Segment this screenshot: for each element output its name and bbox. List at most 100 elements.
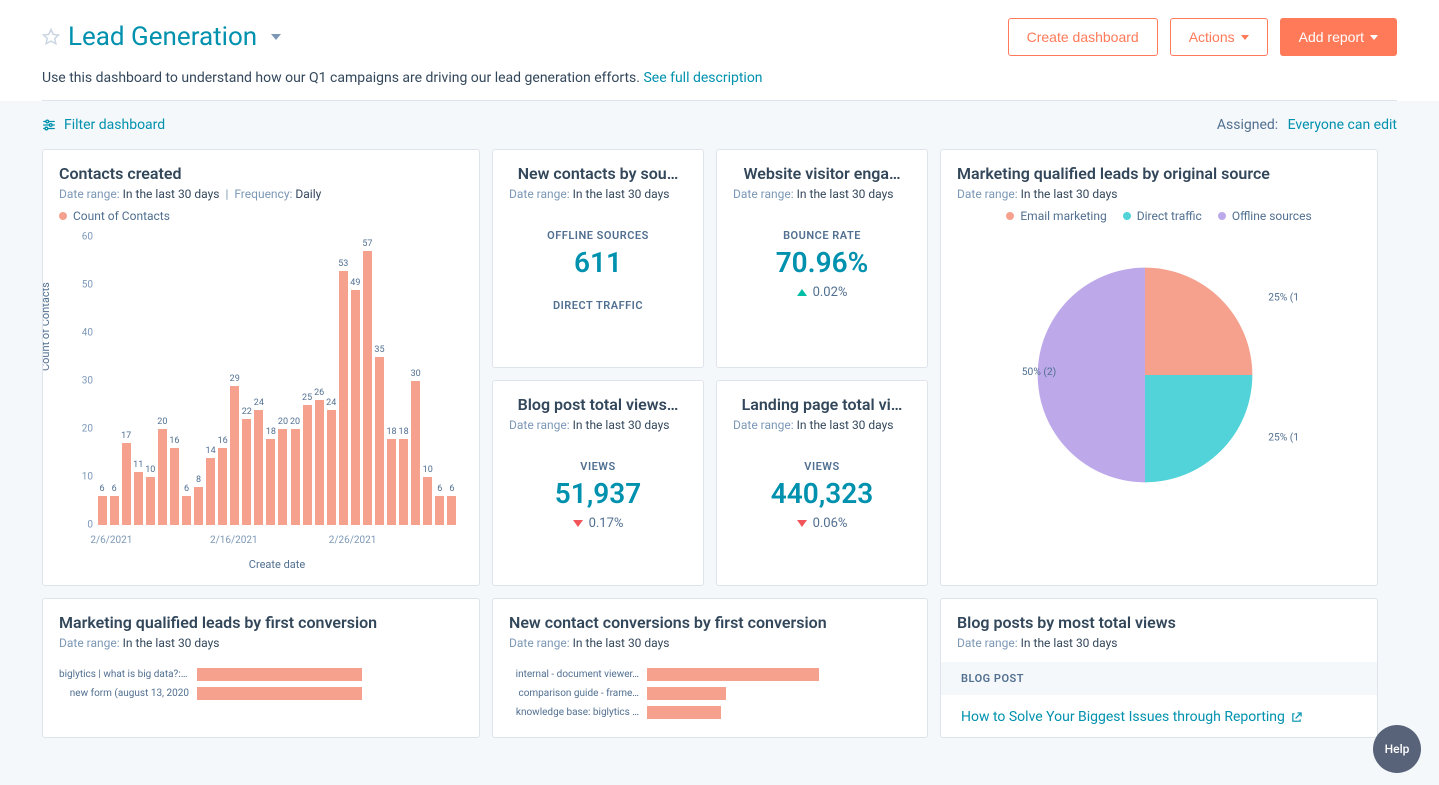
card-meta: Date range: In the last 30 days: [59, 636, 463, 650]
external-link-icon: [1291, 712, 1302, 723]
title-wrap[interactable]: Lead Generation: [42, 22, 281, 52]
description-text: Use this dashboard to understand how our…: [42, 70, 640, 86]
metric-value: 70.96%: [733, 246, 911, 279]
card-title: New contact conversions by first convers…: [509, 613, 911, 632]
page-header: Lead Generation Create dashboard Actions…: [0, 0, 1439, 101]
metric-delta: 0.02%: [733, 285, 911, 300]
card-new-contacts-source: New contacts by sou… Date range: In the …: [492, 149, 704, 368]
card-title: Landing page total vi…: [733, 395, 911, 414]
bar: 18: [266, 237, 276, 525]
actions-button[interactable]: Actions: [1170, 18, 1268, 56]
card-blog-top-views: Blog posts by most total views Date rang…: [940, 598, 1378, 738]
card-title: Website visitor enga…: [733, 164, 911, 183]
card-title: New contacts by sou…: [509, 164, 687, 183]
favorite-star-icon[interactable]: [42, 28, 60, 46]
add-report-button[interactable]: Add report: [1280, 18, 1397, 56]
card-landing-views: Landing page total vi… Date range: In th…: [716, 380, 928, 587]
bar: 30: [411, 237, 421, 525]
blog-post-link[interactable]: How to Solve Your Biggest Issues through…: [957, 695, 1361, 738]
bar: 6: [181, 237, 191, 525]
card-visitor-engagement: Website visitor enga… Date range: In the…: [716, 149, 928, 368]
card-meta: Date range: In the last 30 days: [957, 636, 1361, 650]
metric-delta: 0.06%: [733, 516, 911, 531]
table-column-header: BLOG POST: [941, 662, 1377, 695]
card-meta: Date range: In the last 30 days: [509, 187, 687, 201]
bar: 6: [447, 237, 457, 525]
dashboard-selector-caret-icon[interactable]: [271, 34, 281, 40]
pie-slice: [1145, 268, 1252, 375]
bar: 25: [302, 237, 312, 525]
create-dashboard-button[interactable]: Create dashboard: [1008, 18, 1158, 56]
bar: 6: [97, 237, 107, 525]
pie-slice: [1145, 375, 1252, 482]
hbar-row: internal - document viewer…: [509, 668, 911, 681]
metric-label: BOUNCE RATE: [733, 229, 911, 242]
card-title: Blog post total views…: [509, 395, 687, 414]
pie-callout: 25% (1): [1268, 430, 1299, 443]
card-title: Blog posts by most total views: [957, 613, 1361, 632]
card-contacts-created: Contacts created Date range: In the last…: [42, 149, 480, 586]
assigned-info: Assigned: Everyone can edit: [1217, 117, 1397, 133]
legend-item: Email marketing: [1006, 209, 1106, 223]
bar: 22: [242, 237, 252, 525]
bar: 57: [362, 237, 372, 525]
assigned-value-link[interactable]: Everyone can edit: [1288, 117, 1397, 133]
bar: 17: [121, 237, 131, 525]
metric-delta: 0.17%: [509, 516, 687, 531]
card-new-contact-conversions: New contact conversions by first convers…: [492, 598, 928, 738]
bar: 24: [326, 237, 336, 525]
metric-label: VIEWS: [509, 460, 687, 473]
card-meta: Date range: In the last 30 days: [733, 187, 911, 201]
legend-item: Direct traffic: [1123, 209, 1202, 223]
filter-dashboard-button[interactable]: Filter dashboard: [42, 117, 165, 133]
hbar-row: comparison guide - frame…: [509, 687, 911, 700]
bar: 14: [206, 237, 216, 525]
bar: 20: [278, 237, 288, 525]
header-actions: Create dashboard Actions Add report: [1008, 18, 1397, 56]
x-axis-label: Create date: [249, 558, 305, 571]
card-title: Contacts created: [59, 164, 463, 183]
dashboard-subbar: Filter dashboard Assigned: Everyone can …: [0, 101, 1439, 149]
hbar-chart: internal - document viewer… comparison gu…: [509, 668, 911, 719]
assigned-label: Assigned:: [1217, 117, 1278, 133]
bar: 24: [254, 237, 264, 525]
card-meta: Date range: In the last 30 days: [957, 187, 1361, 201]
bar: 18: [399, 237, 409, 525]
bar: 35: [374, 237, 384, 525]
bar: 10: [145, 237, 155, 525]
bar: 53: [338, 237, 348, 525]
dashboard-grid: Contacts created Date range: In the last…: [0, 149, 1439, 758]
bar: 29: [230, 237, 240, 525]
y-axis-label: Count of Contacts: [42, 282, 52, 371]
bar: 11: [133, 237, 143, 525]
filter-icon: [42, 118, 56, 132]
pie-legend: Email marketing Direct traffic Offline sou…: [957, 209, 1361, 223]
caret-down-icon: [1370, 35, 1378, 40]
see-full-description-link[interactable]: See full description: [643, 70, 762, 86]
bar: 20: [157, 237, 167, 525]
card-meta: Date range: In the last 30 days: [509, 418, 687, 432]
dashboard-description: Use this dashboard to understand how our…: [42, 56, 1397, 101]
metric-value: 611: [509, 246, 687, 279]
bar: 6: [109, 237, 119, 525]
bar: 16: [169, 237, 179, 525]
metric-value: 440,323: [733, 477, 911, 510]
legend-item: Offline sources: [1218, 209, 1312, 223]
help-button[interactable]: Help: [1373, 725, 1421, 773]
page-title[interactable]: Lead Generation: [68, 22, 257, 52]
card-mql-first-conversion: Marketing qualified leads by first conve…: [42, 598, 480, 738]
card-meta: Date range: In the last 30 days | Freque…: [59, 187, 463, 201]
triangle-down-icon: [797, 520, 807, 527]
card-meta: Date range: In the last 30 days: [733, 418, 911, 432]
metric-label: DIRECT TRAFFIC: [509, 299, 687, 312]
metric-value: 51,937: [509, 477, 687, 510]
card-mql-source: Marketing qualified leads by original so…: [940, 149, 1378, 586]
card-title: Marketing qualified leads by first conve…: [59, 613, 463, 632]
metric-label: OFFLINE SOURCES: [509, 229, 687, 242]
bar: 26: [314, 237, 324, 525]
triangle-down-icon: [573, 520, 583, 527]
hbar-row: biglytics | what is big data?: ebook for…: [59, 668, 463, 681]
bar: 49: [350, 237, 360, 525]
bar: 8: [194, 237, 204, 525]
hbar-row: new form (august 13, 2020: [59, 687, 463, 700]
